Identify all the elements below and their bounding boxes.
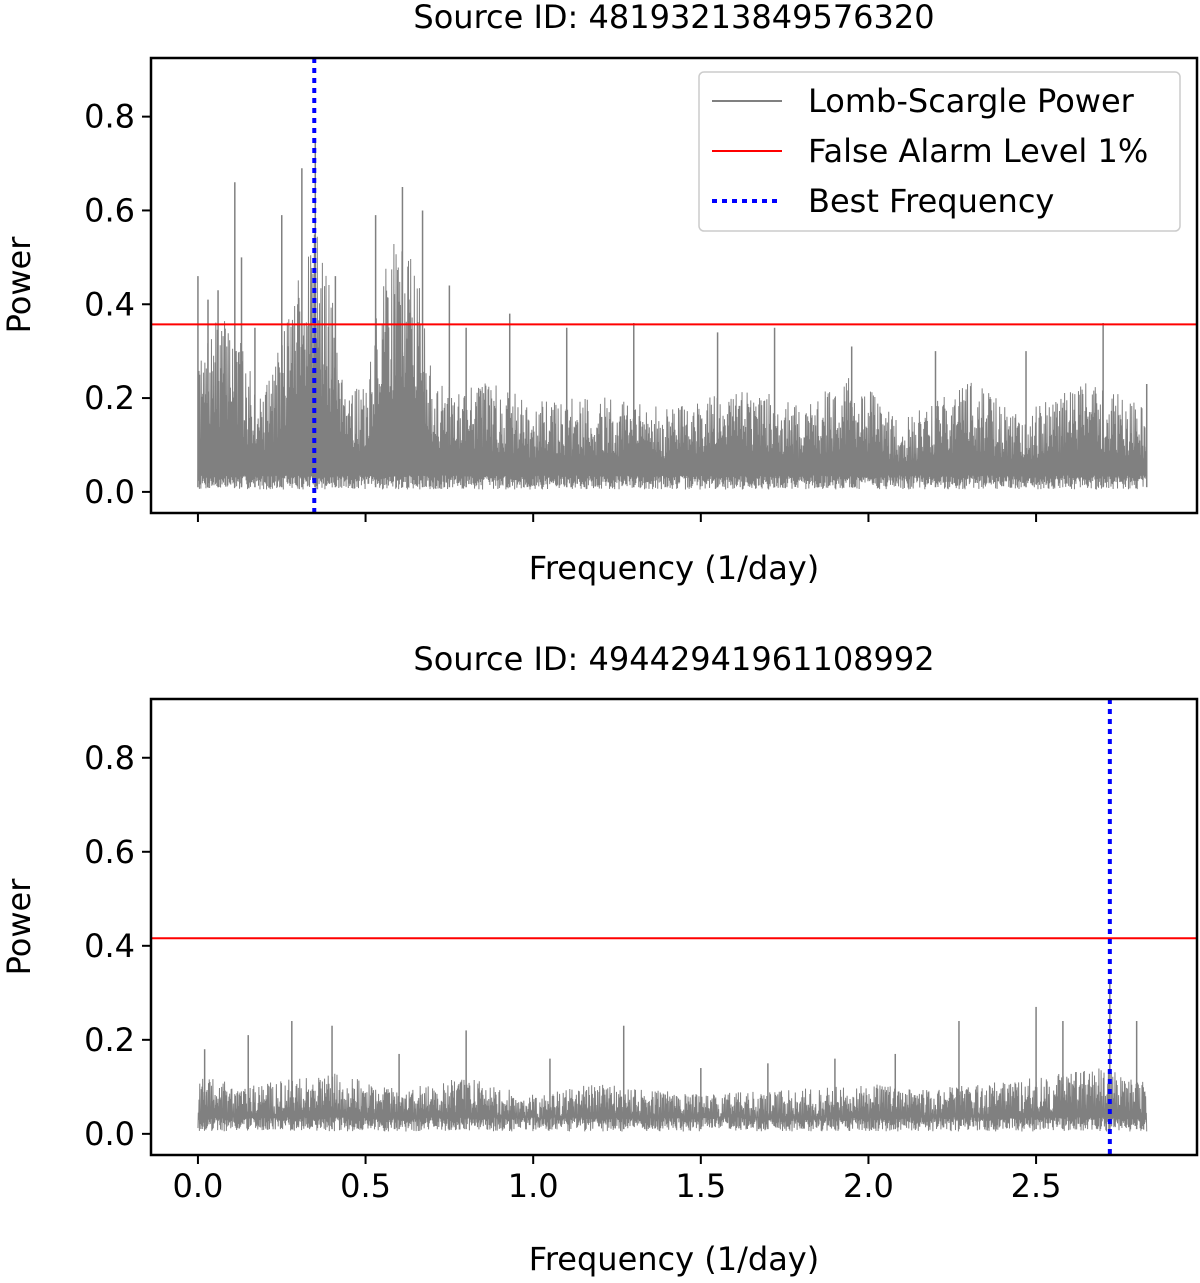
subplot-top: Source ID: 48193213849576320 0.00.20.40.… xyxy=(0,0,1199,587)
legend-box xyxy=(698,71,1181,232)
x-tick-label: 2.0 xyxy=(843,1167,894,1205)
x-tick-label: 0.5 xyxy=(340,1167,391,1205)
y-axis: 0.0 0.2 0.4 0.6 0.8 xyxy=(84,98,151,511)
y-tick-label: 0.4 xyxy=(84,927,135,965)
legend: Lomb-Scargle Power False Alarm Level 1% … xyxy=(698,71,1181,232)
x-tick-label: 2.5 xyxy=(1011,1167,1062,1205)
plot-frame xyxy=(149,56,1199,515)
y-tick-label: 0.2 xyxy=(84,379,135,417)
y-tick-label: 0.0 xyxy=(84,1115,135,1153)
power-trace xyxy=(197,1068,1148,1132)
x-tick-label: 1.0 xyxy=(508,1167,559,1205)
y-axis: 0.0 0.2 0.4 0.6 0.8 xyxy=(84,739,151,1153)
x-axis-label: Frequency (1/day) xyxy=(529,1240,819,1278)
power-trace xyxy=(197,234,1148,490)
y-axis-label: Power xyxy=(0,236,38,334)
subplot-title: Source ID: 49442941961108992 xyxy=(413,640,934,678)
legend-label-false-alarm: False Alarm Level 1% xyxy=(808,132,1148,170)
y-tick-label: 0.8 xyxy=(84,739,135,777)
periodogram-series xyxy=(197,140,1148,490)
y-axis-label: Power xyxy=(0,878,38,976)
y-tick-label: 0.8 xyxy=(84,98,135,136)
subplot-title: Source ID: 48193213849576320 xyxy=(413,0,934,36)
legend-label-power: Lomb-Scargle Power xyxy=(808,82,1135,120)
periodogram-series xyxy=(197,983,1148,1132)
plot-frame xyxy=(149,697,1199,1157)
y-tick-label: 0.6 xyxy=(84,191,135,229)
subplot-bottom: Source ID: 49442941961108992 0.00.20.40.… xyxy=(0,640,1199,1278)
x-tick-label: 0.0 xyxy=(172,1167,223,1205)
y-tick-label: 0.2 xyxy=(84,1021,135,1059)
x-axis xyxy=(196,513,1038,522)
y-tick-label: 0.4 xyxy=(84,285,135,323)
x-tick-label: 1.5 xyxy=(675,1167,726,1205)
y-tick-label: 0.6 xyxy=(84,833,135,871)
x-axis: 0.0 0.5 1.0 1.5 2.0 2.5 xyxy=(172,1155,1062,1205)
legend-label-best-frequency: Best Frequency xyxy=(808,182,1054,220)
y-tick-label: 0.0 xyxy=(84,473,135,511)
x-axis-label: Frequency (1/day) xyxy=(529,549,819,587)
